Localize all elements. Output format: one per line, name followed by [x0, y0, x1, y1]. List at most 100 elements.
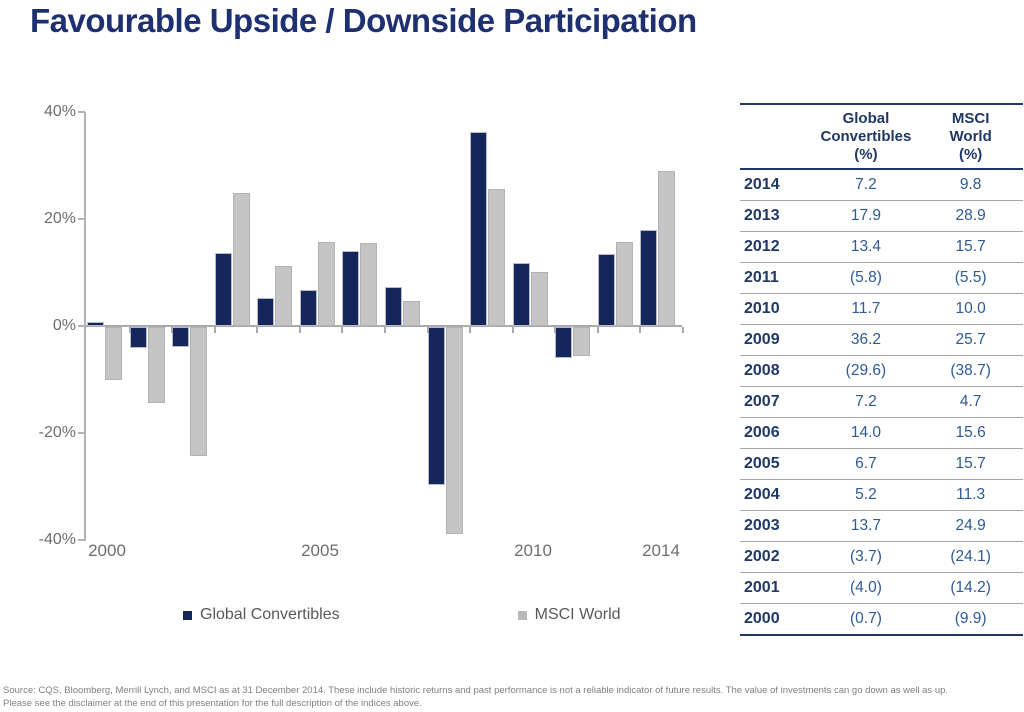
table-row-2001: 2001 (4.0) (14.2) [740, 573, 1023, 604]
global-convertibles-value: 14.0 [850, 424, 882, 441]
bar-msci-world-2009 [488, 189, 505, 326]
y-axis-tick [78, 111, 85, 113]
global-convertibles-value: 17.9 [850, 207, 882, 224]
y-axis-tick-label: 0% [52, 317, 76, 334]
y-axis-tick [78, 218, 85, 220]
global-convertibles-value: 13.4 [850, 238, 882, 255]
global-convertibles-value: 5.2 [855, 486, 877, 503]
bar-msci-world-2011 [573, 327, 590, 356]
table-row-2002: 2002 (3.7) (24.1) [740, 542, 1023, 573]
bar-global-convertibles-2004 [257, 298, 274, 326]
msci-world-value: 9.8 [959, 176, 982, 193]
bar-msci-world-2002 [190, 327, 207, 456]
year-cell: 2009 [744, 331, 780, 348]
bar-msci-world-2012 [616, 242, 633, 326]
x-axis-tick [554, 327, 556, 333]
bar-msci-world-2005 [318, 242, 335, 326]
x-axis-tick [469, 327, 471, 333]
bar-chart: 40% 20% 0% -20% -40% 2000 2005 2010 2014 [30, 103, 690, 582]
msci-world-swatch-icon [517, 610, 527, 620]
y-axis-tick-label: 40% [43, 103, 76, 120]
x-axis-label-2014: 2014 [642, 541, 680, 560]
bar-global-convertibles-2011 [555, 327, 572, 358]
table-row-2009: 2009 36.2 25.7 [740, 325, 1023, 356]
table-row-2007: 2007 7.2 4.7 [740, 387, 1023, 418]
table-row-2008: 2008 (29.6) (38.7) [740, 356, 1023, 387]
bar-global-convertibles-2009 [470, 132, 487, 326]
bar-global-convertibles-2012 [598, 254, 615, 326]
msci-world-value: (24.1) [950, 548, 991, 565]
year-cell: 2011 [744, 269, 779, 286]
msci-world-column-header: MSCI World (%) [949, 109, 992, 163]
page-title: Favourable Upside / Downside Participati… [30, 2, 697, 39]
msci-world-value: (9.9) [954, 610, 987, 627]
bar-msci-world-2006 [360, 243, 377, 326]
year-cell: 2014 [744, 176, 780, 193]
global-convertibles-value: 36.2 [850, 331, 882, 348]
y-axis-tick [78, 432, 85, 434]
bar-global-convertibles-2003 [215, 253, 232, 326]
bar-msci-world-2013 [658, 171, 675, 326]
x-axis-tick [597, 327, 599, 333]
x-axis-tick [129, 327, 131, 333]
source-line-2: Please see the disclaimer at the end of … [3, 698, 422, 709]
y-axis-tick [78, 539, 85, 541]
bar-msci-world-2004 [275, 266, 292, 326]
year-cell: 2005 [744, 455, 780, 472]
bar-msci-world-2007 [403, 301, 420, 326]
global-convertibles-value: 6.7 [855, 455, 877, 472]
msci-world-value: 28.9 [955, 207, 986, 224]
global-convertibles-value: (29.6) [845, 362, 887, 379]
zero-line [84, 325, 682, 327]
legend-item-msci-world: MSCI World [517, 606, 621, 624]
table-row-2000: 2000 (0.7) (9.9) [740, 604, 1023, 636]
global-convertibles-value: 7.2 [855, 176, 877, 193]
year-cell: 2003 [744, 517, 780, 534]
year-cell: 2006 [744, 424, 780, 441]
year-cell: 2001 [744, 579, 780, 596]
global-convertibles-column-header: Global Convertibles (%) [820, 109, 912, 163]
msci-world-value: 24.9 [955, 517, 986, 534]
x-axis-label-2005: 2005 [301, 541, 339, 560]
year-cell: 2000 [744, 610, 780, 627]
bar-msci-world-2008 [446, 327, 463, 534]
year-cell: 2008 [744, 362, 780, 379]
year-cell: 2004 [744, 486, 780, 503]
y-axis-tick [78, 325, 85, 327]
table-row-2010: 2010 11.7 10.0 [740, 294, 1023, 325]
source-note: Source: CQS, Bloomberg, Merrill Lynch, a… [3, 684, 1021, 710]
table-row-2011: 2011 (5.8) (5.5) [740, 263, 1023, 294]
global-convertibles-value: 13.7 [850, 517, 882, 534]
bar-global-convertibles-2010 [513, 263, 530, 326]
legend-item-global-convertibles: Global Convertibles [183, 606, 340, 624]
x-axis-tick [384, 327, 386, 333]
table-row-2014: 2014 7.2 9.8 [740, 170, 1023, 201]
bar-global-convertibles-2000 [87, 322, 104, 326]
global-convertibles-value: (4.0) [849, 579, 882, 596]
x-axis-tick [427, 327, 429, 333]
bar-global-convertibles-2013 [640, 230, 657, 326]
table-header-row: Global Convertibles (%) MSCI World (%) [740, 105, 1023, 170]
msci-world-value: 4.7 [959, 393, 982, 410]
year-cell: 2012 [744, 238, 780, 255]
bar-global-convertibles-2001 [130, 327, 147, 348]
bar-global-convertibles-2007 [385, 287, 402, 326]
x-axis-tick [299, 327, 301, 333]
bar-global-convertibles-2002 [172, 327, 189, 347]
bar-global-convertibles-2005 [300, 290, 317, 326]
legend-label: MSCI World [534, 606, 621, 623]
msci-world-value: (5.5) [954, 269, 987, 286]
bar-msci-world-2010 [531, 272, 548, 326]
table-row-2003: 2003 13.7 24.9 [740, 511, 1023, 542]
year-cell: 2013 [744, 207, 780, 224]
global-convertibles-value: (5.8) [849, 269, 882, 286]
table-row-2004: 2004 5.2 11.3 [740, 480, 1023, 511]
year-cell: 2010 [744, 300, 780, 317]
x-axis-tick [171, 327, 173, 333]
global-convertibles-value: (3.7) [849, 548, 882, 565]
table-row-2012: 2012 13.4 15.7 [740, 232, 1023, 263]
msci-world-value: 15.7 [955, 455, 986, 472]
returns-table: Global Convertibles (%) MSCI World (%) 2… [740, 103, 1023, 636]
global-convertibles-value: (0.7) [849, 610, 882, 627]
y-axis-tick-label: -20% [38, 424, 76, 441]
